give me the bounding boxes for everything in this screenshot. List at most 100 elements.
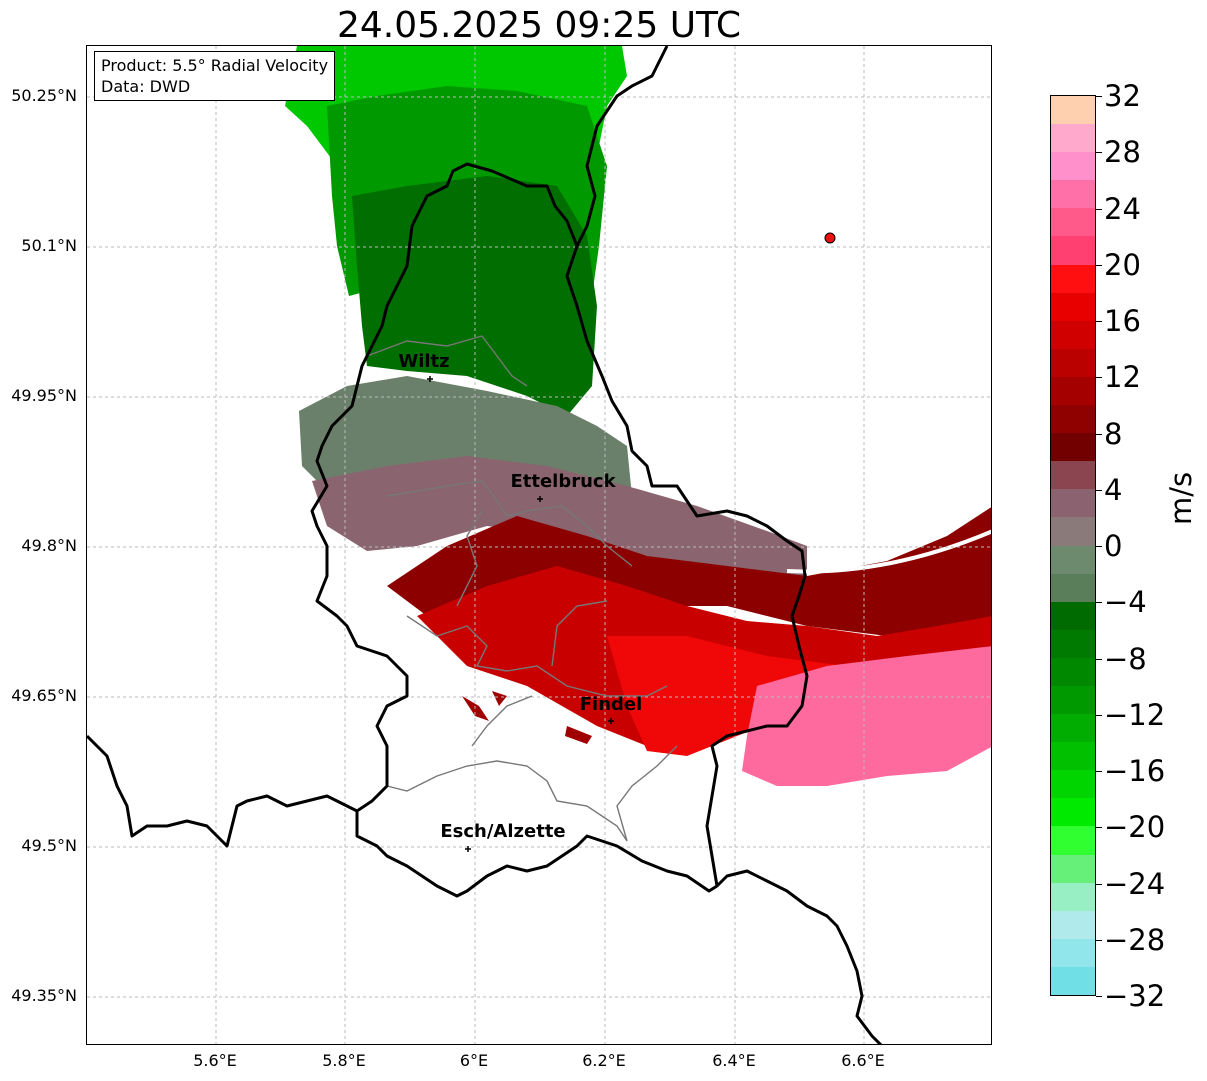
product-info-box: Product: 5.5° Radial Velocity Data: DWD xyxy=(94,51,336,101)
radar-station-marker[interactable] xyxy=(824,232,836,244)
colorbar-segment xyxy=(1051,433,1095,462)
colorbar-segment xyxy=(1051,489,1095,518)
colorbar-segment xyxy=(1051,798,1095,828)
colorbar-tick xyxy=(1096,827,1102,829)
germany-border-south xyxy=(715,869,883,1044)
colorbar-segment xyxy=(1051,770,1095,799)
city-markers xyxy=(427,376,614,852)
colorbar-tick xyxy=(1096,489,1102,491)
radar-map[interactable] xyxy=(86,45,992,1045)
colorbar-tick xyxy=(1096,377,1102,379)
colorbar-tick-label: −28 xyxy=(1104,922,1166,957)
colorbar-tick-label: −24 xyxy=(1104,866,1166,901)
map-canvas xyxy=(87,46,991,1044)
echo-arc-gap xyxy=(786,529,991,574)
colorbar-tick-label: −20 xyxy=(1104,810,1166,845)
colorbar-tick-label: 0 xyxy=(1104,529,1123,563)
radar-echoes xyxy=(285,46,991,786)
lat-tick-label: 50.25°N xyxy=(11,86,77,105)
lat-tick-label: 49.5°N xyxy=(21,836,77,855)
colorbar-segment xyxy=(1051,685,1095,715)
lon-tick-label: 6.2°E xyxy=(582,1051,626,1070)
colorbar-segment xyxy=(1051,657,1095,687)
colorbar-tick-label: 32 xyxy=(1104,79,1141,113)
colorbar-segment xyxy=(1051,264,1095,294)
colorbar-segment xyxy=(1051,461,1095,490)
data-source-label: Data: DWD xyxy=(101,77,191,96)
colorbar-segment xyxy=(1051,124,1095,153)
map-title: 24.05.2025 09:25 UTC xyxy=(336,5,742,46)
lat-tick-label: 50.1°N xyxy=(21,236,77,255)
colorbar-tick-label: 8 xyxy=(1104,416,1123,451)
colorbar-segment xyxy=(1051,854,1095,884)
colorbar-tick-label: −4 xyxy=(1104,585,1147,620)
colorbar-tick-label: −32 xyxy=(1104,979,1166,1013)
echo-green-dark xyxy=(352,176,597,416)
colorbar-tick xyxy=(1096,602,1102,604)
colorbar-tick xyxy=(1096,546,1102,547)
city-label-esch-alzette: Esch/Alzette xyxy=(440,821,566,842)
colorbar-tick xyxy=(1096,996,1102,997)
colorbar-tick-label: 28 xyxy=(1104,135,1141,170)
colorbar-segment xyxy=(1051,236,1095,266)
lon-tick-label: 6°E xyxy=(459,1051,489,1070)
colorbar-segment xyxy=(1051,517,1095,547)
lat-tick-label: 49.95°N xyxy=(11,386,77,405)
echo-pink xyxy=(742,646,991,786)
colorbar-segment xyxy=(1051,292,1095,322)
colorbar-tick xyxy=(1096,96,1102,97)
colorbar-segment xyxy=(1051,376,1095,406)
city-label-ettelbruck: Ettelbruck xyxy=(510,471,616,492)
colorbar-segment xyxy=(1051,629,1095,659)
colorbar-segment xyxy=(1051,826,1095,856)
colorbar-tick xyxy=(1096,939,1102,941)
colorbar-segment xyxy=(1051,601,1095,631)
lon-tick-label: 6.4°E xyxy=(712,1051,756,1070)
colorbar-segment xyxy=(1051,405,1095,434)
colorbar-tick-label: 24 xyxy=(1104,191,1141,226)
colorbar-segment xyxy=(1051,882,1095,912)
colorbar-segment xyxy=(1051,348,1095,378)
echo-zero-pink xyxy=(312,456,807,576)
colorbar-tick-label: 12 xyxy=(1104,360,1141,395)
city-label-wiltz: Wiltz xyxy=(398,351,450,372)
lat-tick-label: 49.35°N xyxy=(11,986,77,1005)
colorbar-tick-label: 16 xyxy=(1104,304,1141,338)
colorbar-segment xyxy=(1051,966,1095,995)
colorbar-tick xyxy=(1096,152,1102,154)
colorbar-tick xyxy=(1096,208,1102,210)
colorbar-segment xyxy=(1051,180,1095,209)
colorbar-tick xyxy=(1096,264,1102,266)
colorbar-tick-label: −8 xyxy=(1104,641,1147,676)
colorbar-unit-label: m/s xyxy=(1164,471,1198,525)
lat-tick-label: 49.65°N xyxy=(11,686,77,705)
echo-speckle xyxy=(462,691,592,744)
lon-tick-label: 5.6°E xyxy=(193,1051,237,1070)
colorbar-segment xyxy=(1051,208,1095,238)
colorbar-segment xyxy=(1051,742,1095,771)
lon-tick-label: 6.6°E xyxy=(841,1051,885,1070)
colorbar-segment xyxy=(1051,96,1095,125)
colorbar-segment xyxy=(1051,910,1095,940)
colorbar-segment xyxy=(1051,938,1095,968)
colorbar-tick-label: −12 xyxy=(1104,697,1166,732)
city-marker-esch xyxy=(465,846,471,852)
lat-tick-label: 49.8°N xyxy=(21,536,77,555)
district-borders xyxy=(366,335,678,842)
product-label: Product: 5.5° Radial Velocity xyxy=(101,56,329,75)
city-label-findel: Findel xyxy=(579,694,643,715)
colorbar-tick xyxy=(1096,883,1102,885)
colorbar-tick xyxy=(1096,714,1102,716)
luxembourg-border xyxy=(310,162,809,898)
france-border xyxy=(87,734,358,848)
colorbar-segment xyxy=(1051,152,1095,181)
colorbar-segment xyxy=(1051,714,1095,743)
colorbar-tick xyxy=(1096,658,1102,660)
country-borders xyxy=(87,46,883,1044)
colorbar-tick-label: 20 xyxy=(1104,247,1141,282)
city-marker-findel xyxy=(608,718,614,724)
lon-tick-label: 5.8°E xyxy=(322,1051,366,1070)
colorbar-segment xyxy=(1051,545,1095,575)
colorbar-tick-label: −16 xyxy=(1104,754,1166,788)
city-marker-wiltz xyxy=(427,376,433,382)
